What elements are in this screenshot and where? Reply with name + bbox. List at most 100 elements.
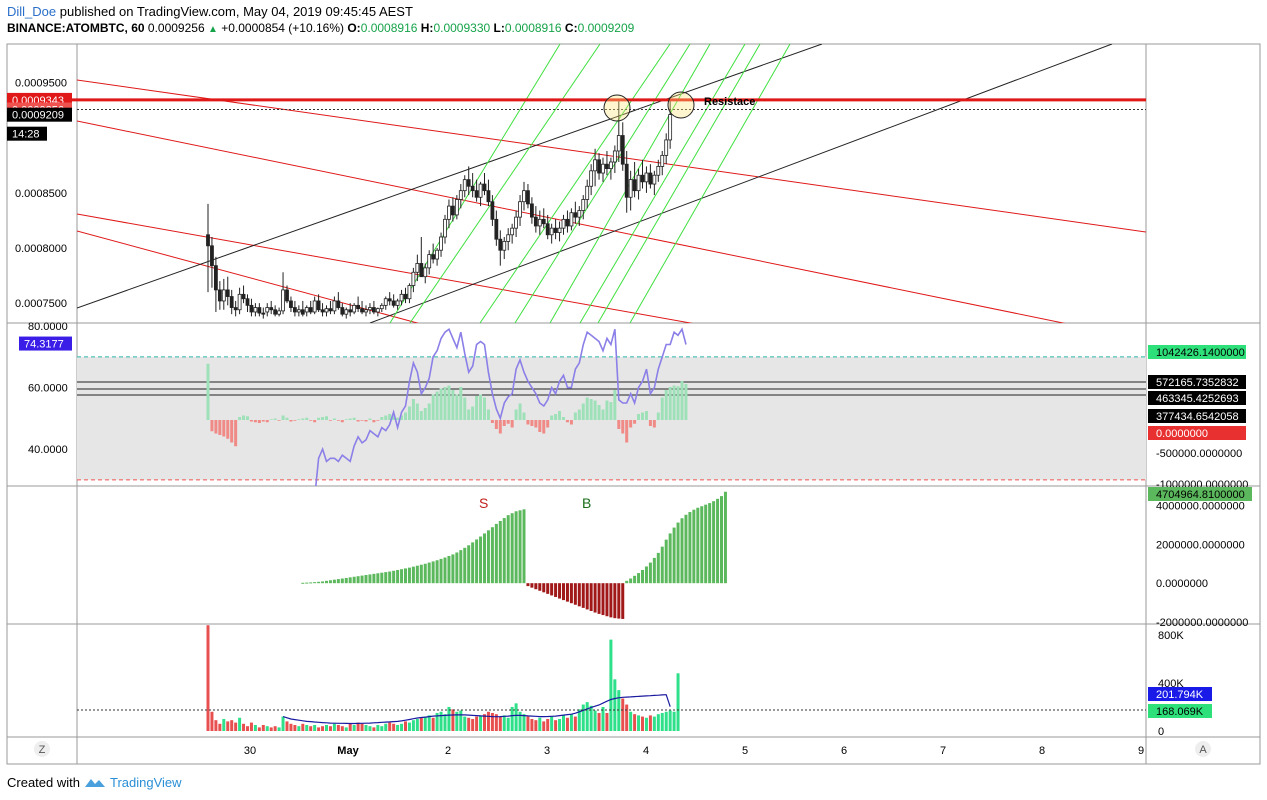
fan-line[interactable] — [597, 44, 761, 323]
low-value: 0.0008916 — [504, 21, 562, 35]
fan-line[interactable] — [629, 44, 791, 323]
oscillator-bar — [530, 583, 534, 588]
oscillator-bar — [313, 582, 317, 584]
author-link[interactable]: Dill_Doe — [7, 4, 57, 19]
volume-bar — [313, 724, 317, 731]
oscillator-bar — [562, 583, 565, 601]
volume-value-tag: 168.069K — [1148, 704, 1212, 718]
svg-text:14:28: 14:28 — [12, 129, 40, 141]
candle — [553, 219, 558, 240]
sell-signal-label: S — [479, 495, 488, 511]
candle — [474, 179, 479, 202]
candle — [577, 206, 582, 226]
rsi-hist-bar — [479, 394, 483, 420]
tradingview-logo-icon — [84, 778, 105, 787]
right-axis-tag: 572165.7352832 — [1148, 375, 1246, 389]
highlight-circle[interactable] — [667, 91, 695, 119]
volume-bar — [637, 715, 641, 731]
price-pane: Resistace — [7, 44, 1146, 520]
volume-bar — [447, 706, 451, 731]
ascending-trend-line[interactable] — [77, 44, 823, 309]
rsi-hist-bar — [249, 420, 253, 422]
ascending-trend-line[interactable] — [369, 44, 1113, 323]
fan-line[interactable] — [389, 44, 561, 323]
descending-channel-line[interactable] — [77, 230, 1146, 520]
x-tick-label: 30 — [244, 745, 256, 757]
volume-bar — [451, 709, 455, 731]
right-axis-tag: -500000.0000000 — [1156, 448, 1242, 460]
oscillator-bar — [680, 518, 684, 584]
candle — [632, 161, 637, 198]
volume-bar — [372, 727, 376, 731]
candle — [624, 150, 629, 213]
fan-line[interactable] — [514, 44, 691, 323]
fan-line[interactable] — [479, 44, 671, 323]
rsi-hist-bar — [364, 420, 368, 422]
volume-bar — [621, 698, 625, 731]
oscillator-bar — [407, 567, 411, 584]
volume-bar — [471, 718, 475, 731]
oscillator-bar — [656, 552, 660, 584]
descending-channel-line[interactable] — [77, 120, 1146, 340]
candle — [644, 166, 649, 193]
volume-bar — [439, 711, 443, 731]
close-value: 0.0009209 — [577, 21, 635, 35]
rsi-hist-bar — [317, 417, 321, 420]
volume-bar — [293, 724, 297, 731]
fan-line[interactable] — [579, 44, 746, 323]
zoom-button[interactable]: Z — [34, 741, 50, 757]
candle — [277, 307, 282, 317]
rsi-hist-bar — [522, 412, 526, 420]
oscillator-bar — [321, 581, 325, 584]
volume-bar — [332, 723, 336, 731]
oscillator-bar — [494, 523, 498, 584]
volume-bar — [486, 711, 490, 731]
descending-channel-line[interactable] — [77, 79, 1146, 233]
candle — [328, 300, 333, 315]
oscillator-tick-label: 2000000.0000000 — [1156, 539, 1245, 551]
tradingview-brand-link[interactable]: TradingView — [109, 775, 182, 790]
rsi-hist-bar — [648, 420, 652, 426]
candle — [494, 210, 499, 246]
rsi-hist-bar — [637, 414, 641, 420]
volume-bar — [222, 718, 226, 731]
oscillator-bar — [637, 573, 641, 584]
oscillator-bar — [700, 506, 704, 584]
candle — [241, 285, 246, 304]
volume-bar — [265, 726, 269, 731]
created-with-text: Created with — [7, 775, 80, 790]
oscillator-bar — [688, 512, 692, 584]
auto-scale-button[interactable]: A — [1195, 741, 1211, 757]
x-tick-label: 7 — [940, 745, 946, 757]
oscillator-bar — [305, 582, 309, 584]
rsi-hist-bar — [384, 415, 388, 420]
candle — [206, 203, 210, 293]
rsi-hist-bar — [344, 419, 348, 420]
up-arrow-icon: ▲ — [207, 24, 218, 35]
rsi-hist-bar — [238, 417, 242, 420]
rsi-hist-bar — [625, 420, 629, 443]
rsi-tick-label: 40.0000 — [28, 444, 68, 456]
volume-bar — [455, 711, 459, 731]
candle — [257, 303, 262, 317]
descending-channel-line[interactable] — [77, 213, 1146, 404]
candle — [229, 289, 234, 315]
fan-line[interactable] — [409, 44, 601, 323]
candle — [265, 303, 270, 317]
highlight-circle[interactable] — [603, 94, 631, 122]
oscillator-bar — [577, 583, 581, 607]
rsi-hist-bar — [305, 417, 309, 420]
oscillator-bar — [344, 577, 348, 584]
buy-signal-label: B — [582, 495, 591, 511]
volume-bar — [348, 723, 352, 731]
volume-bar — [510, 706, 514, 731]
volume-bar — [431, 717, 435, 731]
rsi-hist-bar — [301, 418, 305, 420]
rsi-hist-bar — [396, 417, 400, 420]
candle — [289, 296, 293, 312]
candle — [514, 210, 518, 237]
candle — [482, 173, 487, 196]
candle — [395, 298, 400, 310]
volume-bar — [648, 715, 652, 731]
